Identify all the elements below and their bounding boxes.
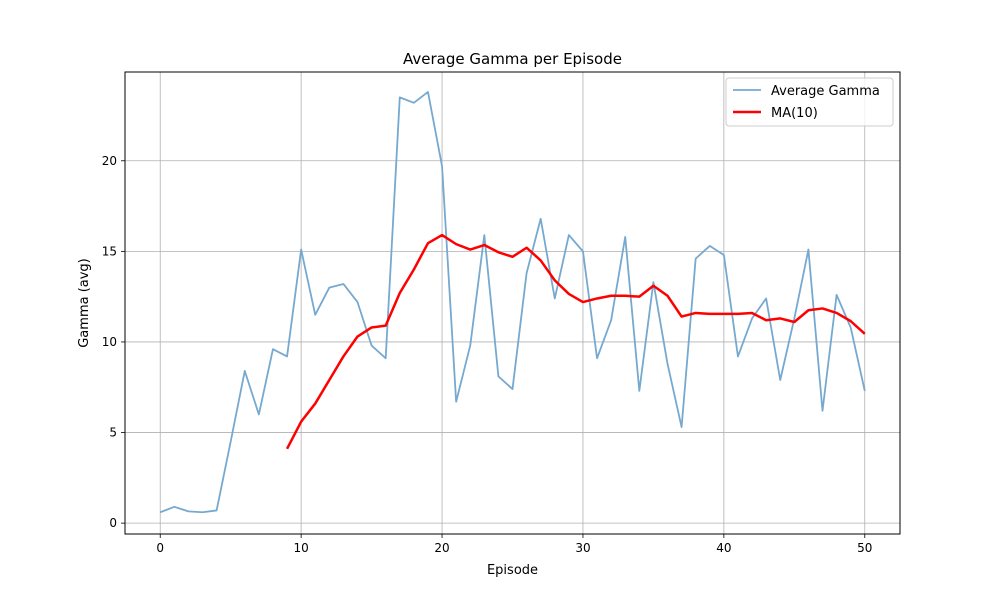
y-tick-label: 0 <box>109 516 117 530</box>
x-tick-label: 40 <box>716 541 731 555</box>
series-layer <box>159 91 866 514</box>
x-tick-label: 50 <box>857 541 872 555</box>
y-axis-label: Gamma (avg) <box>77 258 92 348</box>
legend-label-average-gamma: Average Gamma <box>771 84 880 99</box>
legend: Average Gamma MA(10) <box>725 77 894 127</box>
x-axis-label: Episode <box>487 563 538 578</box>
y-tick-label: 15 <box>102 244 117 258</box>
ticks: 0 10 20 30 40 50 0 5 10 15 20 <box>102 154 873 555</box>
series-line-average-gamma <box>159 91 866 514</box>
y-tick-label: 5 <box>109 426 117 440</box>
legend-box <box>725 77 894 127</box>
chart-title: Average Gamma per Episode <box>403 50 622 68</box>
x-tick-label: 30 <box>575 541 590 555</box>
series-line-ma-10 <box>285 233 866 450</box>
plot-frame <box>124 71 901 535</box>
y-tick-label: 20 <box>102 154 117 168</box>
grid <box>125 72 900 534</box>
y-tick-label: 10 <box>102 335 117 349</box>
x-tick-label: 10 <box>293 541 308 555</box>
x-tick-label: 20 <box>434 541 449 555</box>
legend-label-ma10: MA(10) <box>771 106 818 121</box>
x-tick-label: 0 <box>156 541 164 555</box>
